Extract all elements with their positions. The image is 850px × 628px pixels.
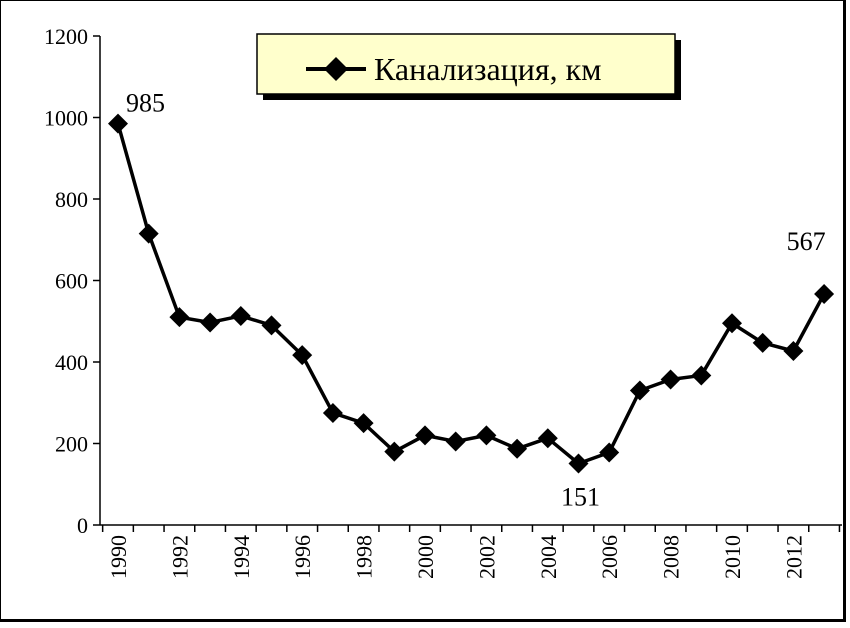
x-tick-label-2002: 2002 (474, 535, 499, 579)
data-label-2005: 151 (561, 482, 600, 511)
data-point-1990 (108, 113, 128, 134)
data-point-2008 (660, 369, 681, 390)
chart-axes: 0 200 400 600 800 1000 1200 1990 1992 1994 1996 199… (44, 24, 842, 579)
data-point-1994 (230, 305, 251, 326)
data-point-2013 (814, 283, 835, 304)
chart-annotations: 985 151 567 (126, 89, 826, 512)
data-point-1998 (353, 413, 374, 434)
data-point-2000 (415, 425, 435, 446)
data-point-2001 (445, 431, 466, 452)
y-tick-label-800: 800 (55, 187, 88, 212)
x-tick-label-2000: 2000 (413, 535, 438, 579)
data-point-1992 (169, 307, 190, 328)
y-tick-label-400: 400 (55, 350, 88, 375)
y-tick-label-200: 200 (55, 432, 88, 457)
chart-series (108, 113, 835, 474)
data-point-1993 (200, 312, 221, 333)
legend-box (256, 33, 676, 95)
data-point-1991 (138, 223, 159, 244)
y-tick-label-600: 600 (55, 269, 88, 294)
x-tick-label-2004: 2004 (536, 535, 561, 579)
x-tick-label-2006: 2006 (597, 535, 622, 579)
x-tick-label-1998: 1998 (352, 535, 377, 579)
legend-diamond-marker (324, 57, 348, 81)
data-label-2013: 567 (787, 227, 826, 256)
x-tick-label-1990: 1990 (106, 535, 131, 579)
data-point-2007 (629, 380, 650, 401)
y-tick-label-1200: 1200 (44, 24, 88, 49)
x-tick-label-1996: 1996 (290, 535, 315, 579)
x-tick-label-1994: 1994 (229, 535, 254, 579)
x-tick-label-2010: 2010 (720, 535, 745, 579)
x-tick-label-2012: 2012 (781, 535, 806, 579)
y-tick-label-0: 0 (77, 513, 88, 538)
y-tick-label-1000: 1000 (44, 106, 88, 131)
data-point-2005 (568, 453, 589, 474)
data-point-1999 (384, 441, 405, 462)
data-point-2011 (752, 332, 773, 353)
data-point-2004 (537, 428, 558, 449)
data-point-2012 (783, 340, 804, 361)
data-point-2009 (691, 365, 712, 386)
x-tick-label-1992: 1992 (167, 535, 192, 579)
legend-entry-label: Канализация, км (374, 51, 601, 87)
x-tick-label-2008: 2008 (659, 535, 684, 579)
series-line-0 (116, 123, 826, 466)
chart-legend: Канализация, км (256, 33, 681, 100)
data-point-2002 (476, 425, 497, 446)
data-point-2006 (599, 442, 620, 463)
data-point-2003 (507, 438, 528, 459)
data-label-1990: 985 (126, 89, 165, 118)
data-point-1996 (292, 345, 313, 366)
data-point-1997 (322, 402, 343, 423)
data-point-2010 (722, 313, 742, 334)
data-point-1995 (261, 315, 282, 336)
